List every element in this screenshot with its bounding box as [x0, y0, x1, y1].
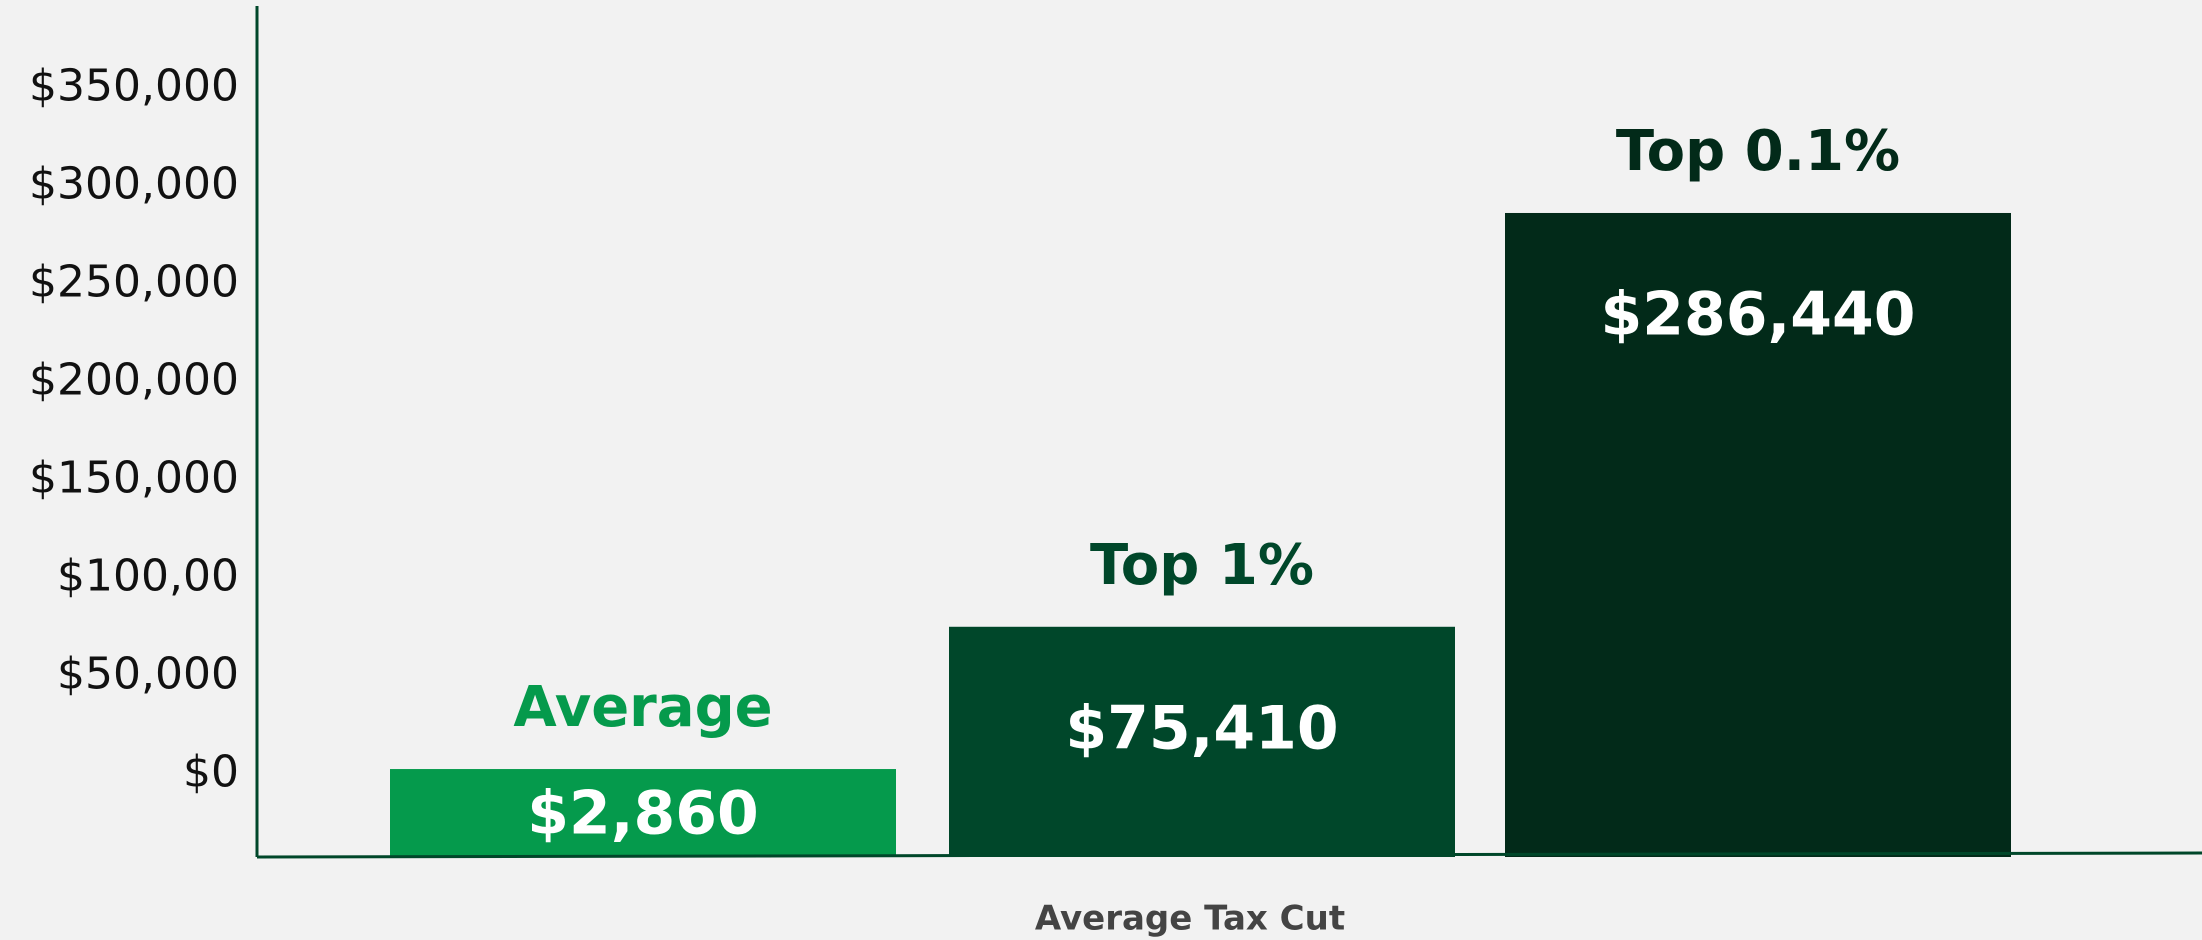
value-label: $286,440	[1600, 280, 1915, 350]
x-axis	[256, 851, 2202, 859]
category-label: Top 1%	[1090, 533, 1314, 598]
bar	[1505, 212, 2011, 857]
y-tick-label: $150,000	[29, 453, 239, 504]
x-axis-label: Average Tax Cut	[1035, 899, 1345, 939]
bar	[390, 769, 896, 857]
category-label: Average	[513, 675, 772, 740]
y-tick-label: $100,00	[57, 551, 239, 602]
value-label: $75,410	[1065, 693, 1338, 763]
category-label: Top 0.1%	[1616, 119, 1900, 184]
y-tick-label: $250,000	[29, 256, 239, 307]
y-tick-label: $200,000	[29, 354, 239, 405]
y-tick-label: $50,000	[57, 649, 239, 700]
bar	[949, 626, 1455, 857]
y-tick-label: $300,000	[29, 158, 239, 209]
y-tick-label: $350,000	[29, 60, 239, 111]
y-tick-label: $0	[183, 747, 239, 798]
value-label: $2,860	[527, 779, 759, 849]
